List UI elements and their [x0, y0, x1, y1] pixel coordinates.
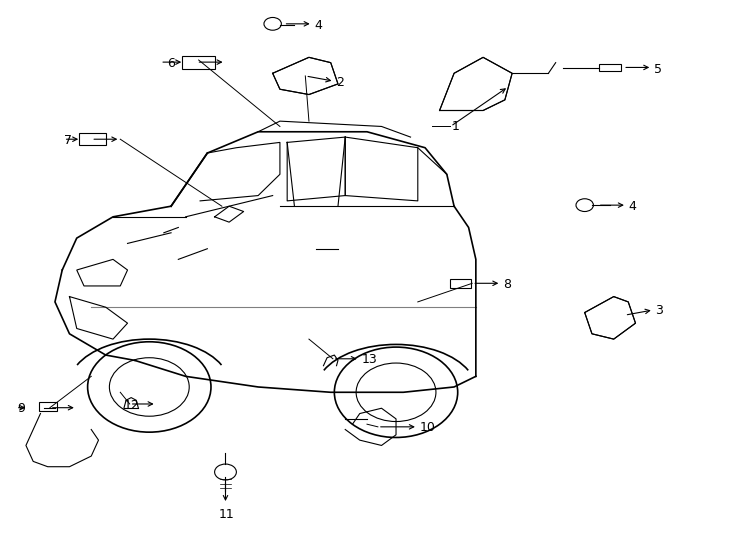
Polygon shape: [272, 57, 338, 94]
Text: 6: 6: [167, 57, 175, 70]
FancyBboxPatch shape: [451, 279, 470, 288]
Polygon shape: [585, 296, 636, 339]
FancyBboxPatch shape: [79, 133, 106, 145]
FancyBboxPatch shape: [182, 56, 214, 69]
FancyBboxPatch shape: [599, 64, 621, 71]
Text: 1: 1: [452, 120, 459, 133]
Text: 12: 12: [124, 399, 139, 411]
Text: 5: 5: [654, 63, 661, 76]
Text: 7: 7: [65, 134, 73, 147]
Text: 3: 3: [655, 305, 663, 318]
Text: 4: 4: [314, 19, 322, 32]
Text: 11: 11: [218, 508, 234, 521]
Text: 13: 13: [361, 353, 377, 366]
Text: 4: 4: [628, 200, 636, 213]
Text: 2: 2: [335, 76, 344, 89]
Text: 9: 9: [17, 402, 25, 415]
FancyBboxPatch shape: [39, 402, 57, 411]
Polygon shape: [440, 57, 512, 111]
Text: 8: 8: [503, 278, 511, 291]
Text: 10: 10: [419, 421, 435, 434]
